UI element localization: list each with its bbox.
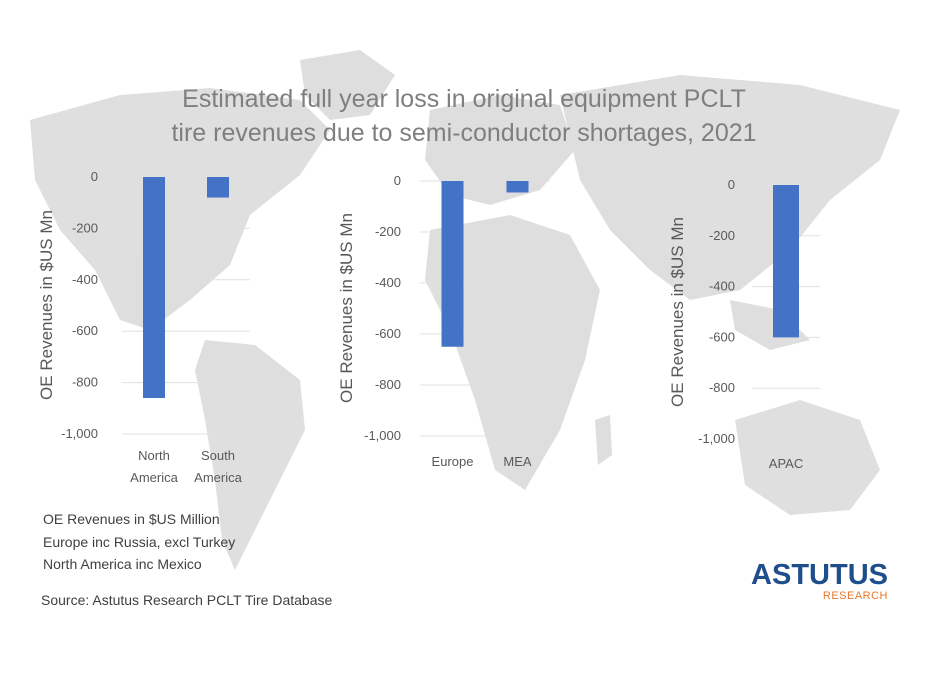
y-axis-label: OE Revenues in $US Mn <box>337 213 356 403</box>
category-label: Europe <box>432 454 474 469</box>
map-europe <box>425 95 575 205</box>
y-tick-label: -1,000 <box>698 431 735 446</box>
category-label: North <box>138 448 170 463</box>
y-tick-label: -600 <box>709 329 735 344</box>
y-tick-label: -400 <box>72 272 98 287</box>
title-line-2: tire revenues due to semi-conductor shor… <box>171 119 757 147</box>
logo-name: ASTUTUS <box>751 559 888 591</box>
y-tick-label: -800 <box>709 380 735 395</box>
chart-panel-1: 0 -200 -400 -600 -800 -1,000 OE Revenues in $U… <box>37 169 250 485</box>
y-tick-label: -200 <box>72 220 98 235</box>
y-tick-label: -1,000 <box>364 428 401 443</box>
map-australia <box>735 400 880 515</box>
bar-south-america <box>207 177 229 198</box>
y-tick-label: -200 <box>375 224 401 239</box>
note-units: OE Revenues in $US Million <box>43 511 220 527</box>
y-tick-label: -1,000 <box>61 426 98 441</box>
category-label: America <box>194 470 242 485</box>
category-label: America <box>130 470 178 485</box>
category-label: South <box>201 448 235 463</box>
chart-panel-3: 0 -200 -400 -600 -800 -1,000 OE Revenues in $U… <box>668 177 820 471</box>
footnotes: OE Revenues in $US Million Europe inc Ru… <box>43 508 235 576</box>
category-label: APAC <box>769 456 803 471</box>
bar-north-america <box>143 177 165 399</box>
bar-apac <box>773 185 799 338</box>
note-north-america: North America inc Mexico <box>43 556 202 572</box>
map-madagascar <box>595 415 612 465</box>
y-tick-label: 0 <box>728 177 735 192</box>
y-tick-label: -600 <box>375 326 401 341</box>
y-tick-label: -400 <box>375 275 401 290</box>
bar-europe <box>441 181 464 347</box>
bar-mea <box>506 181 529 193</box>
map-south-america <box>195 340 305 570</box>
y-axis-label: OE Revenues in $US Mn <box>37 210 56 400</box>
map-africa <box>425 215 600 490</box>
map-asia <box>560 75 900 300</box>
y-tick-label: 0 <box>394 173 401 188</box>
category-label: MEA <box>503 454 532 469</box>
map-north-america <box>30 88 330 330</box>
title-line-1: Estimated full year loss in original equ… <box>182 85 746 113</box>
astutus-logo: ASTUTUS RESEARCH <box>748 560 888 602</box>
y-axis-label: OE Revenues in $US Mn <box>668 217 687 407</box>
note-europe: Europe inc Russia, excl Turkey <box>43 533 236 550</box>
source-note: Source: Astutus Research PCLT Tire Datab… <box>41 592 333 608</box>
chart-title: Estimated full year loss in original equ… <box>0 82 928 150</box>
chart-panel-2: 0 -200 -400 -600 -800 -1,000 OE Revenues in $U… <box>337 173 550 469</box>
y-tick-label: -800 <box>375 377 401 392</box>
y-tick-label: -800 <box>72 375 98 390</box>
logo-sub: RESEARCH <box>822 590 888 602</box>
y-tick-label: 0 <box>91 169 98 184</box>
y-tick-label: -200 <box>709 228 735 243</box>
y-tick-label: -400 <box>709 279 735 294</box>
y-tick-label: -600 <box>72 323 98 338</box>
map-greenland <box>300 50 395 120</box>
